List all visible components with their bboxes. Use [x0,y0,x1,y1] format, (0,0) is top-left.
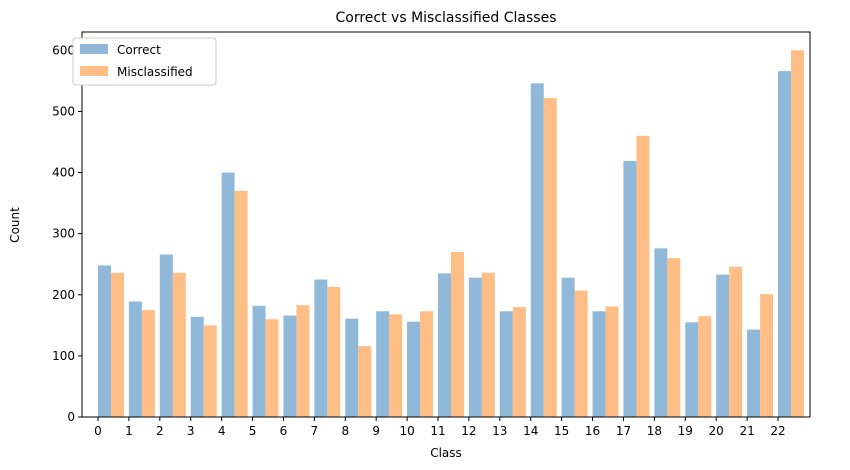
plot-area [98,50,804,418]
bar-misclassified-class-11 [450,252,464,417]
x-tick-label: 22 [770,424,785,438]
x-tick-label: 7 [311,424,319,438]
bar-misclassified-class-4 [234,190,248,417]
y-tick-label: 300 [52,227,75,241]
bar-correct-class-12 [468,277,482,417]
legend-swatch-misclassified [80,66,108,76]
bar-correct-class-21 [747,329,761,417]
bar-misclassified-class-17 [636,135,650,417]
y-tick-label: 400 [52,166,75,180]
x-tick-label: 3 [187,424,195,438]
bar-misclassified-class-6 [296,305,310,417]
bar-misclassified-class-0 [110,272,124,417]
x-axis-label: Class [430,446,462,460]
bar-misclassified-class-13 [512,307,526,417]
bar-correct-class-20 [716,274,730,417]
x-tick-label: 2 [156,424,164,438]
bar-correct-class-9 [376,311,390,417]
y-tick-label: 100 [52,349,75,363]
y-axis: 0 100 200 300 400 500 600 [52,43,82,424]
bar-correct-class-8 [345,318,359,417]
chart-title: Correct vs Misclassified Classes [336,10,557,26]
x-tick-label: 21 [739,424,754,438]
legend-swatch-correct [80,44,108,54]
x-tick-label: 20 [709,424,724,438]
x-tick-label: 16 [585,424,600,438]
x-tick-label: 1 [125,424,133,438]
x-tick-label: 17 [616,424,631,438]
y-tick-label: 500 [52,104,75,118]
bar-misclassified-class-1 [141,310,155,417]
x-tick-label: 10 [399,424,414,438]
bar-correct-class-17 [623,160,637,417]
bar-misclassified-class-20 [729,266,743,417]
bar-correct-class-15 [561,277,575,417]
bar-misclassified-class-7 [327,286,341,417]
x-tick-label: 8 [341,424,349,438]
bar-misclassified-class-21 [760,294,774,417]
bar-misclassified-class-18 [667,258,681,417]
bar-correct-class-2 [159,254,173,417]
bar-correct-class-22 [778,71,791,418]
bar-correct-class-4 [221,172,235,417]
bar-correct-class-10 [407,321,421,417]
bar-misclassified-class-8 [358,346,372,417]
bar-misclassified-class-22 [790,50,804,417]
bar-correct-class-18 [654,248,668,417]
x-axis: 0 1 2 3 4 5 6 7 8 9 10 11 12 13 14 15 16 17 18 19 20 21 22 [94,417,786,438]
bar-correct-class-13 [499,311,513,417]
bar-misclassified-class-15 [574,290,588,417]
bar-misclassified-class-10 [420,311,434,417]
legend: Correct Misclassified [72,37,217,86]
x-tick-label: 9 [372,424,380,438]
y-tick-label: 600 [52,43,75,57]
bar-correct-class-14 [530,83,544,417]
x-tick-label: 18 [647,424,662,438]
x-tick-label: 4 [218,424,226,438]
bar-correct-class-6 [283,315,297,417]
bar-misclassified-class-3 [203,325,217,417]
x-tick-label: 13 [492,424,507,438]
x-tick-label: 0 [94,424,102,438]
bar-misclassified-class-9 [389,314,403,417]
bar-misclassified-class-16 [605,306,619,417]
bar-correct-class-7 [314,279,328,417]
legend-frame [72,37,217,86]
bar-misclassified-class-5 [265,319,279,417]
x-tick-label: 12 [461,424,476,438]
y-tick-label: 0 [67,410,75,424]
bar-correct-class-16 [592,311,606,417]
bar-correct-class-1 [128,301,142,417]
bar-correct-class-19 [685,322,699,417]
bar-misclassified-class-2 [172,272,186,417]
bar-correct-class-3 [190,316,204,417]
bar-misclassified-class-19 [698,316,712,417]
y-tick-label: 200 [52,288,75,302]
y-axis-label: Count [8,207,22,243]
x-tick-label: 6 [280,424,288,438]
legend-label-misclassified: Misclassified [117,65,193,79]
x-tick-label: 15 [554,424,569,438]
bar-correct-class-5 [252,305,266,417]
x-tick-label: 14 [523,424,538,438]
plot-frame [81,31,811,418]
x-tick-label: 19 [678,424,693,438]
bar-misclassified-class-12 [481,272,495,417]
bar-correct-class-11 [438,273,451,417]
x-tick-label: 5 [249,424,257,438]
x-tick-label: 11 [430,424,445,438]
bar-misclassified-class-14 [543,98,557,417]
legend-label-correct: Correct [117,43,161,57]
bar-correct-class-0 [98,265,111,417]
